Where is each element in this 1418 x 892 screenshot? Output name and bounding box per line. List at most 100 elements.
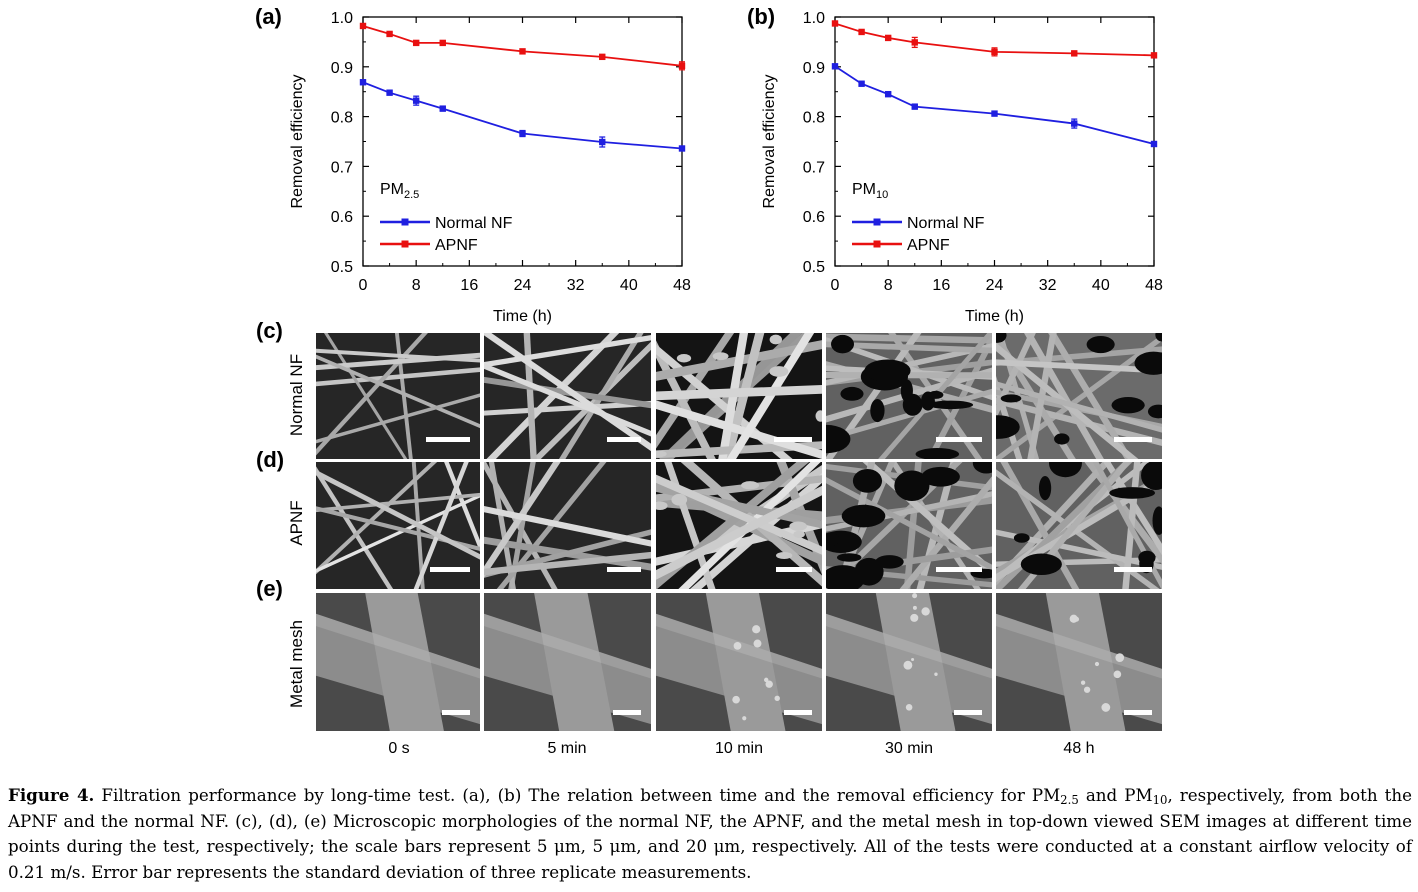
mesh-wire	[534, 593, 615, 731]
debris-particle	[905, 704, 913, 711]
series-line	[362, 81, 683, 150]
y-tick-label: 0.5	[331, 259, 353, 276]
x-tick-label: 24	[986, 277, 1004, 294]
y-axis-label: Removal efficiency	[289, 75, 306, 209]
time-label-5min: 5 min	[547, 740, 587, 757]
debris-particle	[753, 639, 762, 648]
y-tick-label: 0.9	[803, 60, 825, 77]
chart-pm10: 0.5 0.6 0.7 0.8 0.9 1.0 0 8 16 24 32 40 48 Time (h) Re…	[761, 10, 1163, 325]
debris-particle	[752, 625, 761, 634]
pore	[875, 555, 904, 569]
time-label-0s: 0 s	[388, 740, 410, 757]
fiber	[523, 333, 537, 459]
pore	[841, 504, 886, 528]
pore	[1155, 333, 1162, 342]
data-point	[1150, 140, 1158, 148]
bead	[769, 366, 789, 377]
fiber	[484, 333, 651, 452]
bead	[712, 352, 729, 361]
debris-particle	[911, 658, 915, 662]
pore	[826, 424, 851, 454]
legend-marker	[401, 240, 409, 248]
scale-bar	[1124, 710, 1152, 715]
data-point	[1150, 52, 1158, 59]
scale-bar	[1114, 437, 1152, 442]
pore	[900, 379, 913, 403]
data-point	[359, 79, 367, 86]
panel-letter-d: (d)	[256, 447, 285, 472]
sem-image-normal-nf-1	[484, 333, 651, 459]
debris-particle	[912, 605, 917, 610]
legend-label: APNF	[907, 237, 950, 254]
bead	[769, 334, 783, 345]
bead	[656, 450, 667, 458]
data-point	[439, 39, 446, 47]
x-tick-label: 8	[884, 277, 893, 294]
fiber	[484, 505, 651, 547]
caption-sub-1: 2.5	[1060, 792, 1079, 807]
fiber	[484, 462, 561, 578]
pore	[836, 553, 862, 562]
series-line	[362, 25, 683, 67]
sem-image-normal-nf-3	[826, 333, 992, 459]
legend-label: Normal NF	[907, 215, 985, 232]
pore	[928, 400, 974, 410]
data-point	[831, 20, 839, 27]
pore	[854, 557, 884, 586]
scale-bar	[1114, 567, 1152, 572]
fiber	[316, 348, 480, 363]
data-point	[386, 89, 393, 96]
caption-text-3: , respectively, from both the APNF and t…	[8, 785, 1412, 882]
pore	[928, 390, 944, 399]
caption-text-1: Filtration performance by long-time test…	[94, 785, 1061, 805]
figure-label: Figure 4.	[8, 785, 95, 805]
fiber	[316, 469, 480, 560]
debris-particle	[912, 593, 918, 599]
time-label-30min: 30 min	[884, 740, 934, 757]
sem-image-normal-nf-0	[316, 333, 480, 459]
debris-particle	[733, 642, 742, 650]
caption-text-2: and PM	[1078, 785, 1153, 805]
bead	[776, 551, 793, 560]
fiber	[316, 462, 438, 575]
data-point	[1071, 50, 1078, 57]
legend-marker	[873, 240, 881, 248]
scale-bar	[442, 710, 470, 715]
x-axis-label: Time (h)	[493, 308, 552, 325]
debris-particle	[742, 716, 747, 721]
scale-bar	[607, 567, 641, 572]
data-point	[519, 130, 526, 137]
pore	[826, 532, 840, 547]
fiber	[484, 363, 651, 437]
y-tick-label: 0.6	[331, 209, 353, 226]
x-tick-label: 0	[831, 277, 840, 294]
data-point	[858, 28, 865, 36]
bead	[656, 501, 668, 511]
pore	[1111, 397, 1145, 414]
fiber	[394, 333, 413, 459]
wire-highlight	[996, 613, 1162, 679]
scale-bar	[776, 567, 812, 572]
debris-particle	[1115, 653, 1125, 662]
chart-pm25: 0.5 0.6 0.7 0.8 0.9 1.0 0 8 16 24 32 40 48 Time (h) Re…	[289, 10, 691, 325]
sem-image-apnf-1	[484, 462, 651, 589]
pore	[972, 462, 992, 474]
panel-letter-c: (c)	[256, 318, 283, 343]
pore	[1147, 404, 1162, 419]
fiber	[316, 493, 480, 573]
pore	[1086, 335, 1115, 354]
debris-particle	[1069, 614, 1078, 623]
fiber	[656, 462, 810, 589]
fiber	[413, 462, 469, 589]
debris-particle	[1083, 686, 1091, 693]
data-point	[412, 97, 420, 104]
fiber	[444, 462, 480, 552]
y-tick-label: 0.6	[803, 209, 825, 226]
pore	[1152, 506, 1162, 535]
scale-bar	[774, 437, 812, 442]
pore	[840, 386, 864, 401]
data-point	[911, 103, 918, 110]
data-point	[412, 39, 420, 47]
scale-bar	[936, 567, 982, 572]
